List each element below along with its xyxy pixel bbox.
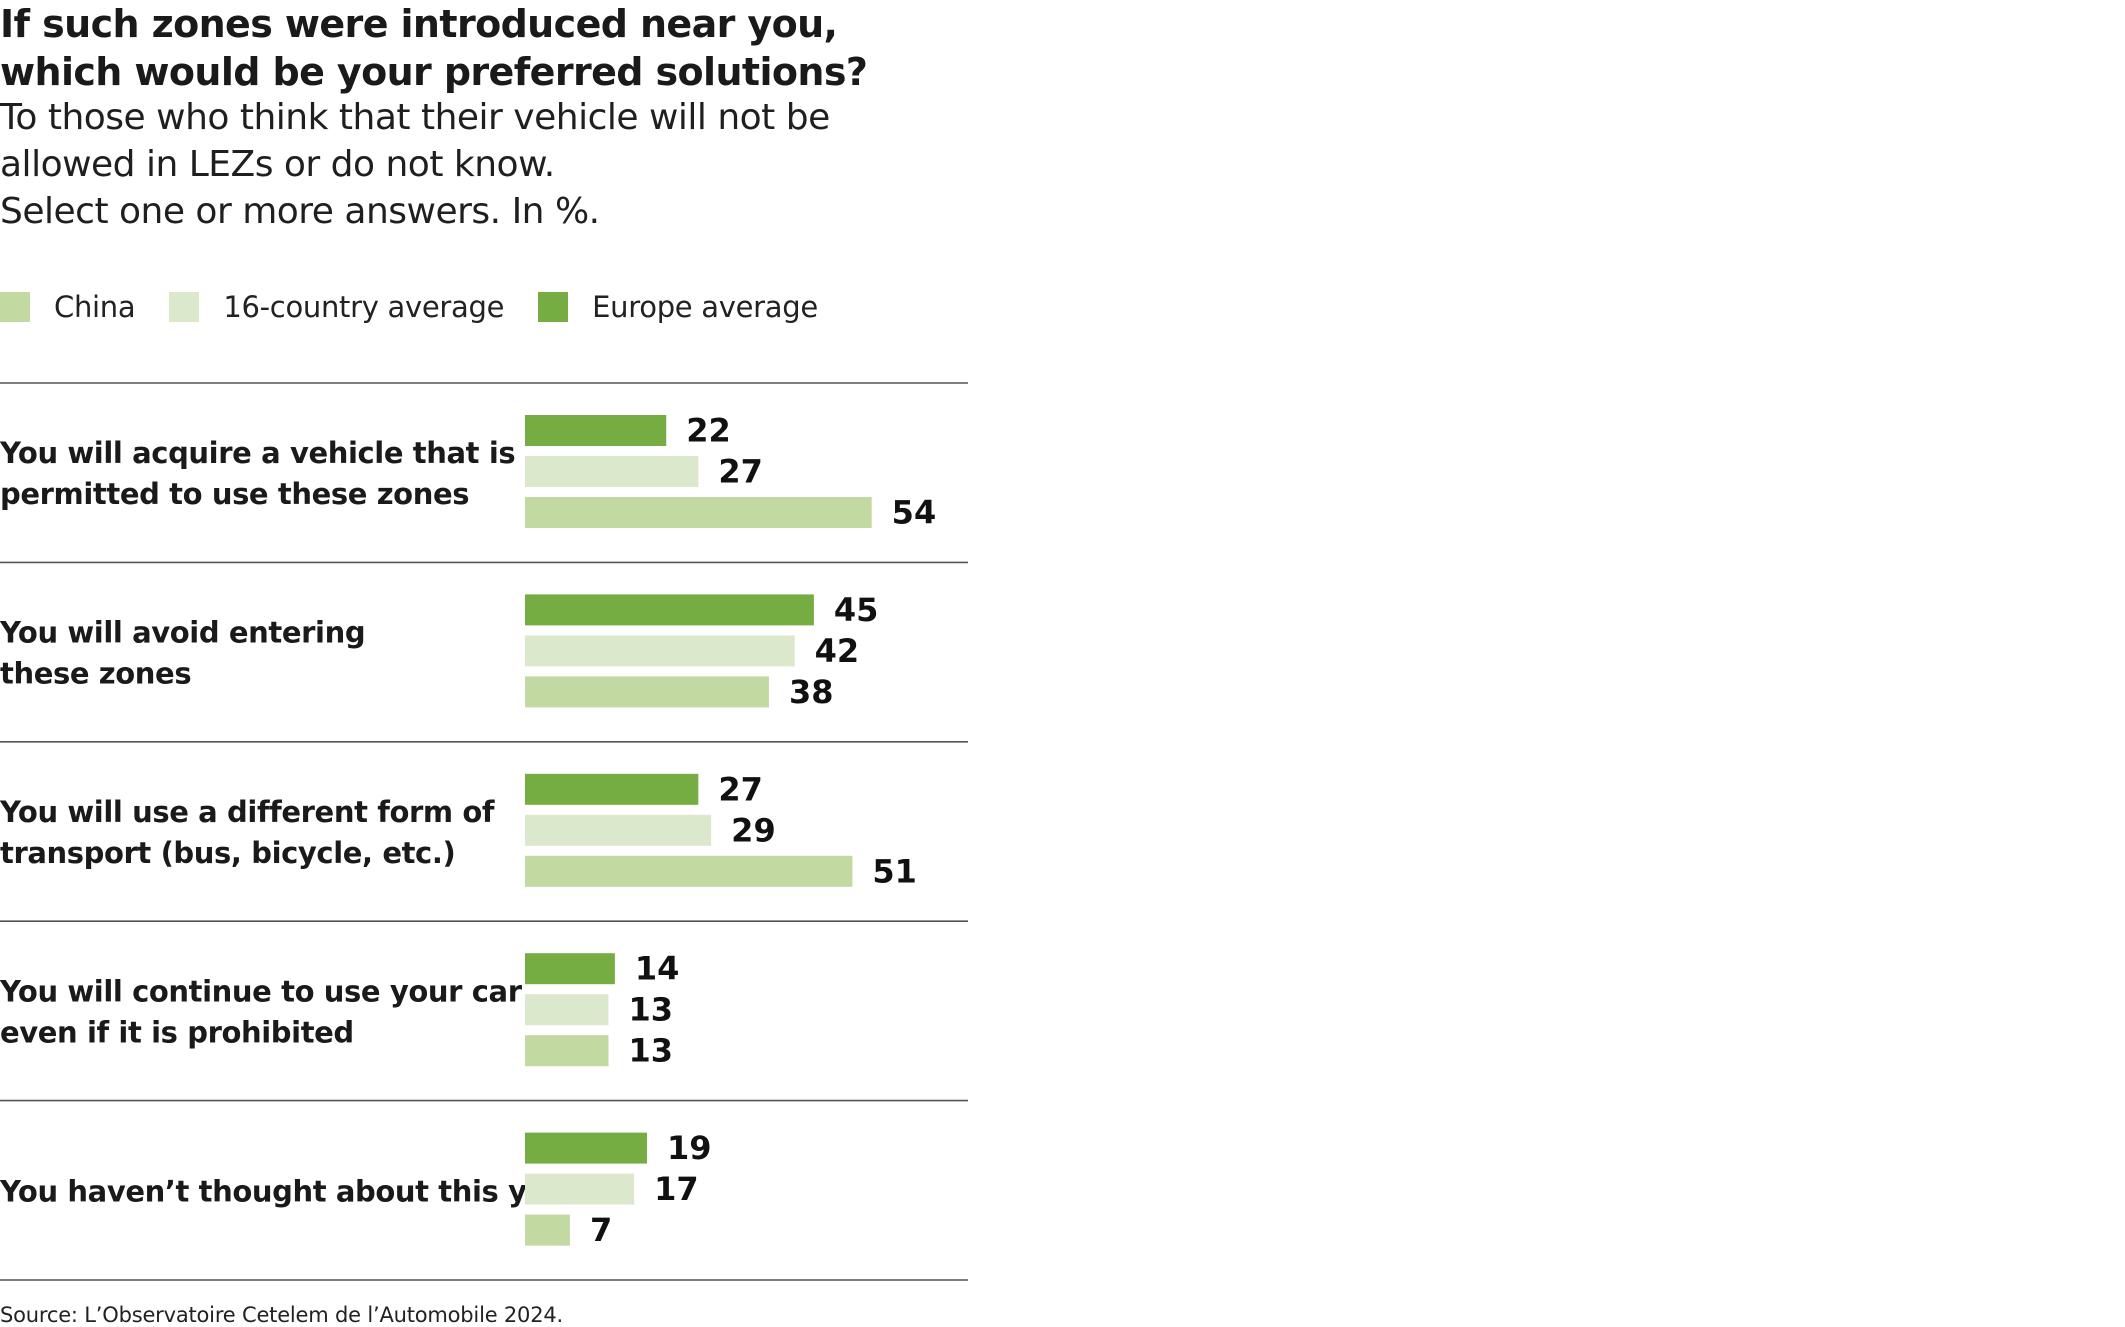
category-label: You will acquire a vehicle that is permit…	[0, 436, 515, 511]
category-label: You will use a different form of transpor…	[0, 795, 495, 870]
value-label-16-country-average: 17	[654, 1170, 699, 1208]
chart-title: If such zones were introduced near you, …	[0, 2, 868, 94]
legend-label-europe-average: Europe average	[592, 290, 818, 324]
bar-16-country-average	[525, 635, 795, 667]
value-label-china: 51	[872, 852, 917, 890]
value-label-china: 7	[590, 1211, 612, 1249]
bar-16-country-average	[525, 456, 699, 487]
bar-16-country-average	[525, 814, 712, 846]
value-label-europe-average: 27	[718, 770, 763, 808]
legend-swatch-china	[0, 292, 30, 322]
source-note: Source: L’Observatoire Cetelem de l’Auto…	[0, 1303, 564, 1327]
category-label: You haven’t thought about this yet	[0, 1174, 560, 1208]
value-label-16-country-average: 29	[731, 811, 776, 849]
legend: China 16-country average Europe average	[0, 287, 852, 327]
value-label-16-country-average: 42	[815, 632, 860, 670]
category-label: You will continue to use your car even if…	[0, 974, 523, 1049]
bar-16-country-average	[525, 1173, 635, 1205]
legend-item-16-country-average: 16-country average	[169, 290, 504, 324]
value-label-16-country-average: 27	[718, 453, 763, 491]
legend-label-china: China	[54, 290, 136, 324]
category-label: You will avoid entering these zones	[0, 616, 365, 691]
bar-16-country-average	[525, 994, 609, 1026]
bar-europe-average	[525, 953, 615, 985]
value-label-europe-average: 45	[834, 591, 879, 629]
value-label-europe-average: 19	[667, 1129, 712, 1167]
bar-china	[525, 855, 853, 887]
value-label-china: 54	[892, 494, 937, 532]
bar-china	[525, 497, 872, 528]
bar-china	[525, 1035, 609, 1067]
legend-swatch-16-country-average	[169, 292, 200, 322]
value-label-china: 38	[789, 673, 834, 711]
bar-europe-average	[525, 594, 814, 626]
bar-china	[525, 1214, 570, 1246]
value-label-europe-average: 22	[686, 412, 731, 450]
legend-item-europe-average: Europe average	[538, 290, 818, 324]
bar-europe-average	[525, 773, 699, 805]
value-label-europe-average: 14	[635, 950, 680, 988]
bar-europe-average	[525, 415, 667, 446]
value-label-16-country-average: 13	[628, 991, 673, 1029]
bar-europe-average	[525, 1132, 647, 1164]
legend-label-16-country-average: 16-country average	[223, 290, 505, 324]
chart-subtitle: To those who think that their vehicle wi…	[0, 97, 830, 232]
value-label-china: 13	[628, 1032, 673, 1070]
legend-item-china: China	[0, 290, 136, 324]
bar-china	[525, 676, 769, 708]
legend-swatch-europe-average	[538, 292, 569, 322]
